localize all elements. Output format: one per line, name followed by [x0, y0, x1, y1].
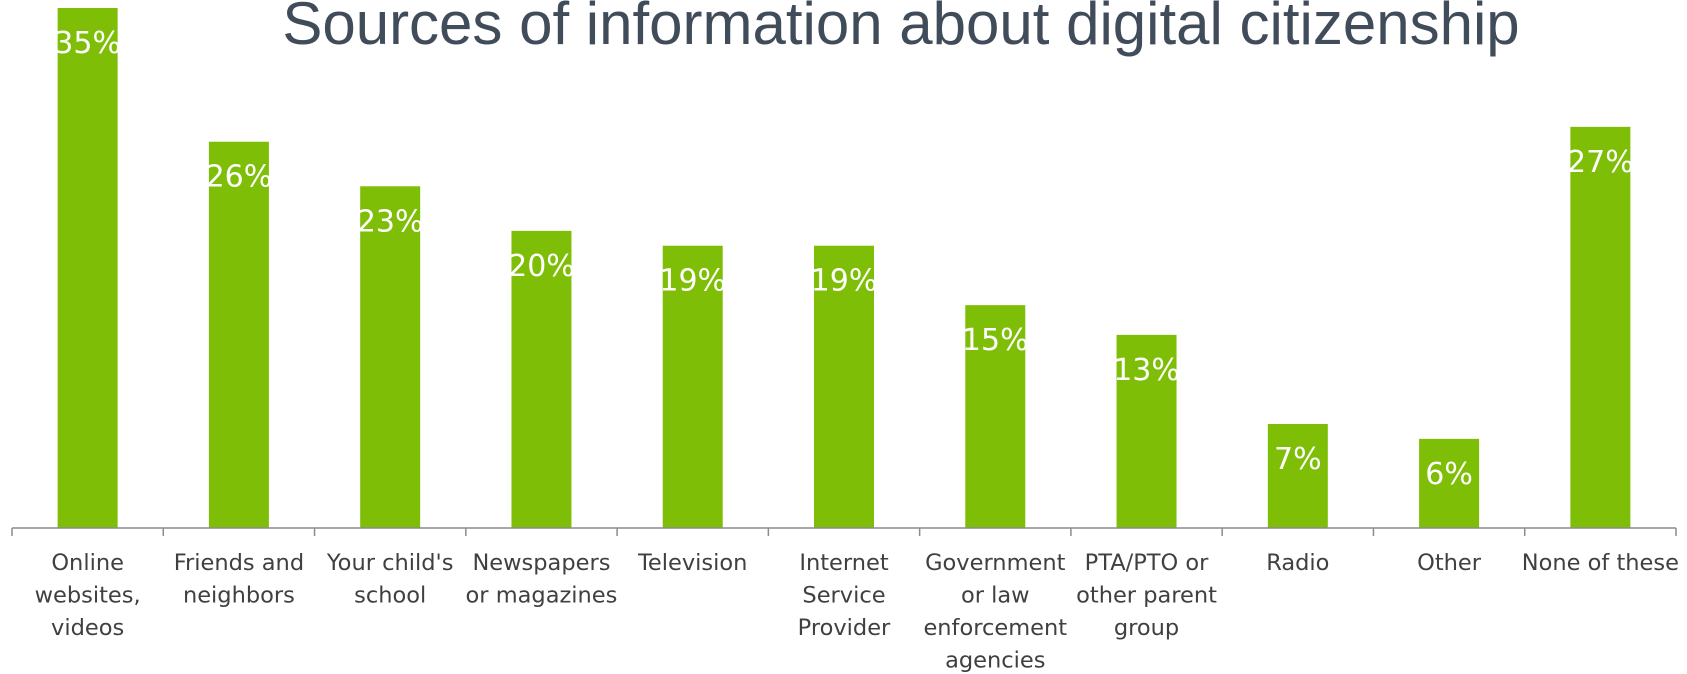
category-label-line: or law: [961, 583, 1030, 609]
category-label-line: Radio: [1266, 550, 1329, 576]
x-axis-ticks: [11, 528, 1677, 536]
category-label-line: websites,: [35, 583, 141, 609]
chart-title: Sources of information about digital cit…: [282, 0, 1519, 57]
bar: [965, 305, 1026, 528]
category-label-line: PTA/PTO or: [1085, 550, 1209, 576]
data-labels-group: 35% 26% 23% 20% 19% 19% 15% 13% 7% 6% 27%: [54, 26, 1633, 492]
category-label: Internet Service Provider: [798, 550, 891, 641]
category-label-line: Television: [637, 550, 747, 576]
category-label-line: Friends and: [174, 550, 304, 576]
data-label: 35%: [54, 26, 121, 61]
category-label: Online websites, videos: [35, 550, 141, 641]
category-label-line: Online: [51, 550, 124, 576]
data-label: 26%: [206, 160, 273, 195]
data-label: 7%: [1274, 442, 1322, 477]
data-label: 19%: [811, 264, 878, 299]
bar: [57, 8, 118, 528]
category-label-line: Internet: [799, 550, 889, 576]
category-label-line: other parent: [1076, 583, 1217, 609]
category-label-line: agencies: [945, 648, 1045, 674]
data-label: 27%: [1567, 145, 1634, 180]
bar: [814, 245, 874, 528]
bar: [511, 230, 572, 528]
category-label: Radio: [1266, 550, 1329, 576]
category-label-line: or magazines: [466, 583, 618, 609]
category-label-line: enforcement: [923, 615, 1067, 641]
data-label: 15%: [962, 323, 1029, 358]
category-label: Other: [1417, 550, 1482, 576]
category-label-line: Provider: [798, 615, 891, 641]
category-label-line: None of these: [1522, 550, 1679, 576]
category-label-line: group: [1114, 615, 1179, 641]
bar: [1419, 438, 1480, 528]
category-label: Your child's school: [326, 550, 454, 609]
bar: [662, 245, 723, 528]
bars-group: [57, 8, 1631, 529]
data-label: 23%: [357, 204, 424, 239]
category-label: None of these: [1522, 550, 1679, 576]
category-label: Newspapers or magazines: [466, 550, 618, 609]
category-label-line: Government: [925, 550, 1065, 576]
category-label-line: Your child's: [326, 550, 454, 576]
data-label: 6%: [1425, 457, 1473, 492]
category-labels-group: Online websites, videos Friends and neighbor…: [35, 550, 1679, 674]
data-label: 19%: [659, 264, 726, 299]
bar: [1116, 334, 1177, 528]
category-label-line: Service: [802, 583, 885, 609]
category-label-line: Newspapers: [472, 550, 610, 576]
category-label: PTA/PTO or other parent group: [1076, 550, 1217, 641]
category-label-line: videos: [51, 615, 124, 641]
category-label: Government or law enforcement agencies: [923, 550, 1067, 674]
data-label: 20%: [508, 249, 575, 284]
bar: [208, 141, 269, 528]
bar: [1570, 126, 1631, 528]
bar: [360, 186, 421, 529]
data-label: 13%: [1113, 353, 1180, 388]
category-label-line: Other: [1417, 550, 1482, 576]
category-label-line: neighbors: [183, 583, 295, 609]
category-label: Friends and neighbors: [174, 550, 304, 609]
category-label: Television: [637, 550, 747, 576]
category-label-line: school: [354, 583, 426, 609]
bar: [1267, 424, 1328, 528]
